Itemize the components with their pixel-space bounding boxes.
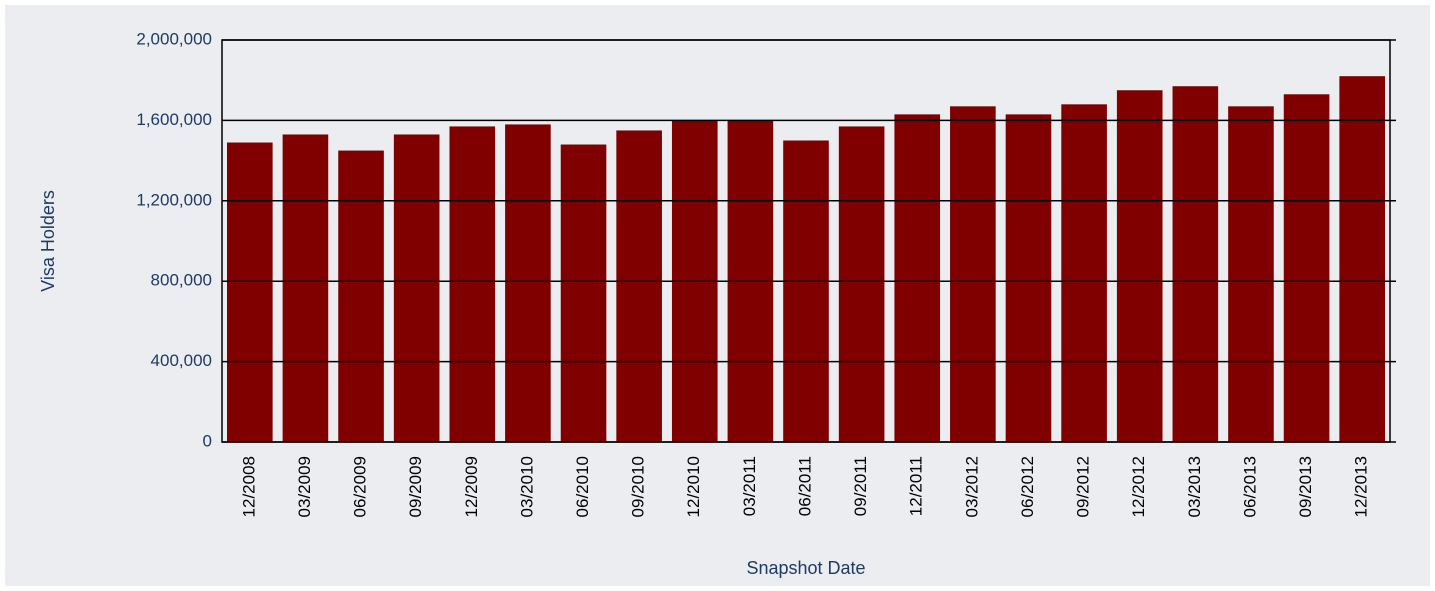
y-axis-label: Visa Holders xyxy=(38,190,58,292)
x-tick-label: 12/2013 xyxy=(1352,456,1371,517)
y-tick-label: 1,600,000 xyxy=(136,110,212,129)
x-tick-label: 09/2012 xyxy=(1074,456,1093,517)
x-tick-label: 06/2012 xyxy=(1018,456,1037,517)
bar xyxy=(1228,106,1274,442)
y-tick-label: 0 xyxy=(203,431,212,450)
x-tick-label: 09/2009 xyxy=(406,456,425,517)
x-tick-label: 09/2010 xyxy=(629,456,648,517)
y-tick-label: 800,000 xyxy=(151,271,212,290)
x-tick-label: 03/2011 xyxy=(740,456,759,516)
x-tick-label: 06/2011 xyxy=(795,456,814,516)
bar xyxy=(894,114,941,443)
bar xyxy=(838,126,885,443)
bar xyxy=(560,144,607,442)
bar xyxy=(227,142,273,442)
bar xyxy=(1005,114,1052,443)
x-tick-label: 06/2009 xyxy=(351,456,370,517)
bar xyxy=(1061,104,1107,442)
y-tick-label: 400,000 xyxy=(151,351,212,370)
x-tick-label: 03/2013 xyxy=(1185,456,1204,517)
x-tick-label: 12/2012 xyxy=(1129,456,1148,517)
x-tick-label: 03/2012 xyxy=(962,456,981,517)
bar xyxy=(1339,76,1385,443)
bar xyxy=(282,134,329,442)
plot-border xyxy=(221,39,1391,443)
x-tick-label: 03/2010 xyxy=(517,456,536,517)
x-tick-label: 06/2010 xyxy=(573,456,592,517)
bar xyxy=(783,140,829,442)
bar xyxy=(616,130,662,442)
bar xyxy=(393,134,440,442)
y-tick-label: 2,000,000 xyxy=(136,29,212,48)
bar xyxy=(1116,90,1163,442)
x-tick-label: 12/2009 xyxy=(462,456,481,517)
bar xyxy=(1283,94,1330,443)
bar xyxy=(1172,86,1219,442)
bar xyxy=(338,150,384,443)
x-tick-label: 12/2011 xyxy=(907,456,926,516)
bar xyxy=(505,124,551,443)
x-tick-label: 06/2013 xyxy=(1240,456,1259,517)
x-tick-label: 09/2013 xyxy=(1296,456,1315,517)
bar xyxy=(449,126,496,443)
bar xyxy=(950,106,996,442)
x-tick-label: 12/2008 xyxy=(239,456,258,517)
y-tick-label: 1,200,000 xyxy=(136,190,212,209)
x-tick-label: 09/2011 xyxy=(851,456,870,516)
x-tick-label: 12/2010 xyxy=(684,456,703,517)
x-axis-label: Snapshot Date xyxy=(746,558,865,578)
x-tick-label: 03/2009 xyxy=(295,456,314,517)
